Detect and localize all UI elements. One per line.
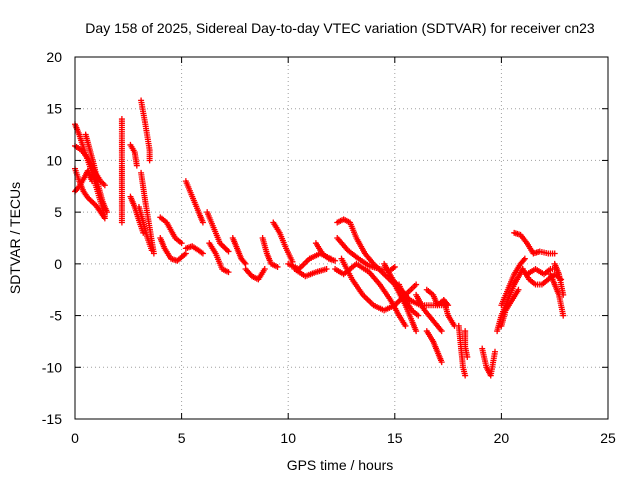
data-point: [391, 263, 398, 270]
data-point: [224, 247, 231, 254]
grid: [75, 57, 608, 419]
data-point: [89, 198, 96, 205]
data-point: [103, 209, 110, 216]
data-point: [560, 312, 567, 319]
y-tick-label: 10: [46, 152, 62, 168]
data-point: [87, 197, 94, 204]
y-tick-label: -10: [42, 359, 62, 375]
plot-frame: [74, 56, 609, 420]
data-point: [199, 250, 206, 257]
x-tick-label: 20: [494, 430, 510, 446]
data-point: [241, 259, 248, 266]
data-point: [515, 286, 522, 293]
x-tick-label: 10: [280, 430, 296, 446]
y-tick-label: 0: [54, 256, 62, 272]
data-point: [413, 281, 420, 288]
data-point: [148, 247, 155, 254]
chart-title: Day 158 of 2025, Sidereal Day-to-day VTE…: [85, 20, 595, 36]
data-points: [72, 97, 567, 379]
data-point: [261, 266, 268, 273]
data-point: [464, 353, 471, 360]
data-point: [492, 348, 499, 355]
data-point: [332, 257, 339, 264]
data-point: [182, 250, 189, 257]
data-point: [402, 322, 409, 329]
data-point: [133, 162, 140, 169]
data-point: [323, 266, 330, 273]
data-point: [413, 328, 420, 335]
data-point: [101, 215, 108, 222]
y-tick-label: -5: [50, 308, 63, 324]
data-point: [150, 250, 157, 257]
y-tick-label: 5: [54, 204, 62, 220]
data-point: [89, 178, 96, 185]
data-point: [222, 245, 229, 252]
data-point: [438, 359, 445, 366]
axes: 0 5 10 15 20 25 -15 -10 -5 0 5 10 15 20: [42, 49, 616, 446]
data-point: [551, 250, 558, 257]
data-point: [274, 263, 281, 270]
data-point: [90, 200, 97, 207]
data-point: [219, 242, 226, 249]
data-point: [75, 184, 82, 191]
data-point: [101, 182, 108, 189]
y-tick-label: 15: [46, 101, 62, 117]
data-point: [462, 372, 469, 379]
data-point: [225, 248, 232, 255]
data-point: [560, 291, 567, 298]
y-axis-label: SDTVAR / TECUs: [7, 182, 23, 294]
data-point: [178, 240, 185, 247]
data-point: [118, 219, 125, 226]
data-point: [438, 328, 445, 335]
x-tick-label: 5: [178, 430, 186, 446]
data-point: [242, 260, 249, 267]
data-point: [415, 312, 422, 319]
data-point: [221, 244, 228, 251]
x-tick-label: 0: [71, 430, 79, 446]
data-point: [199, 219, 206, 226]
data-point: [225, 269, 232, 276]
data-point: [146, 157, 153, 164]
x-axis-label: GPS time / hours: [287, 457, 394, 473]
y-tick-label: -15: [42, 411, 62, 427]
y-tick-label: 20: [46, 49, 62, 65]
data-point: [520, 256, 527, 263]
x-tick-label: 25: [600, 430, 616, 446]
x-tick-label: 15: [387, 430, 403, 446]
data-point: [521, 255, 528, 262]
